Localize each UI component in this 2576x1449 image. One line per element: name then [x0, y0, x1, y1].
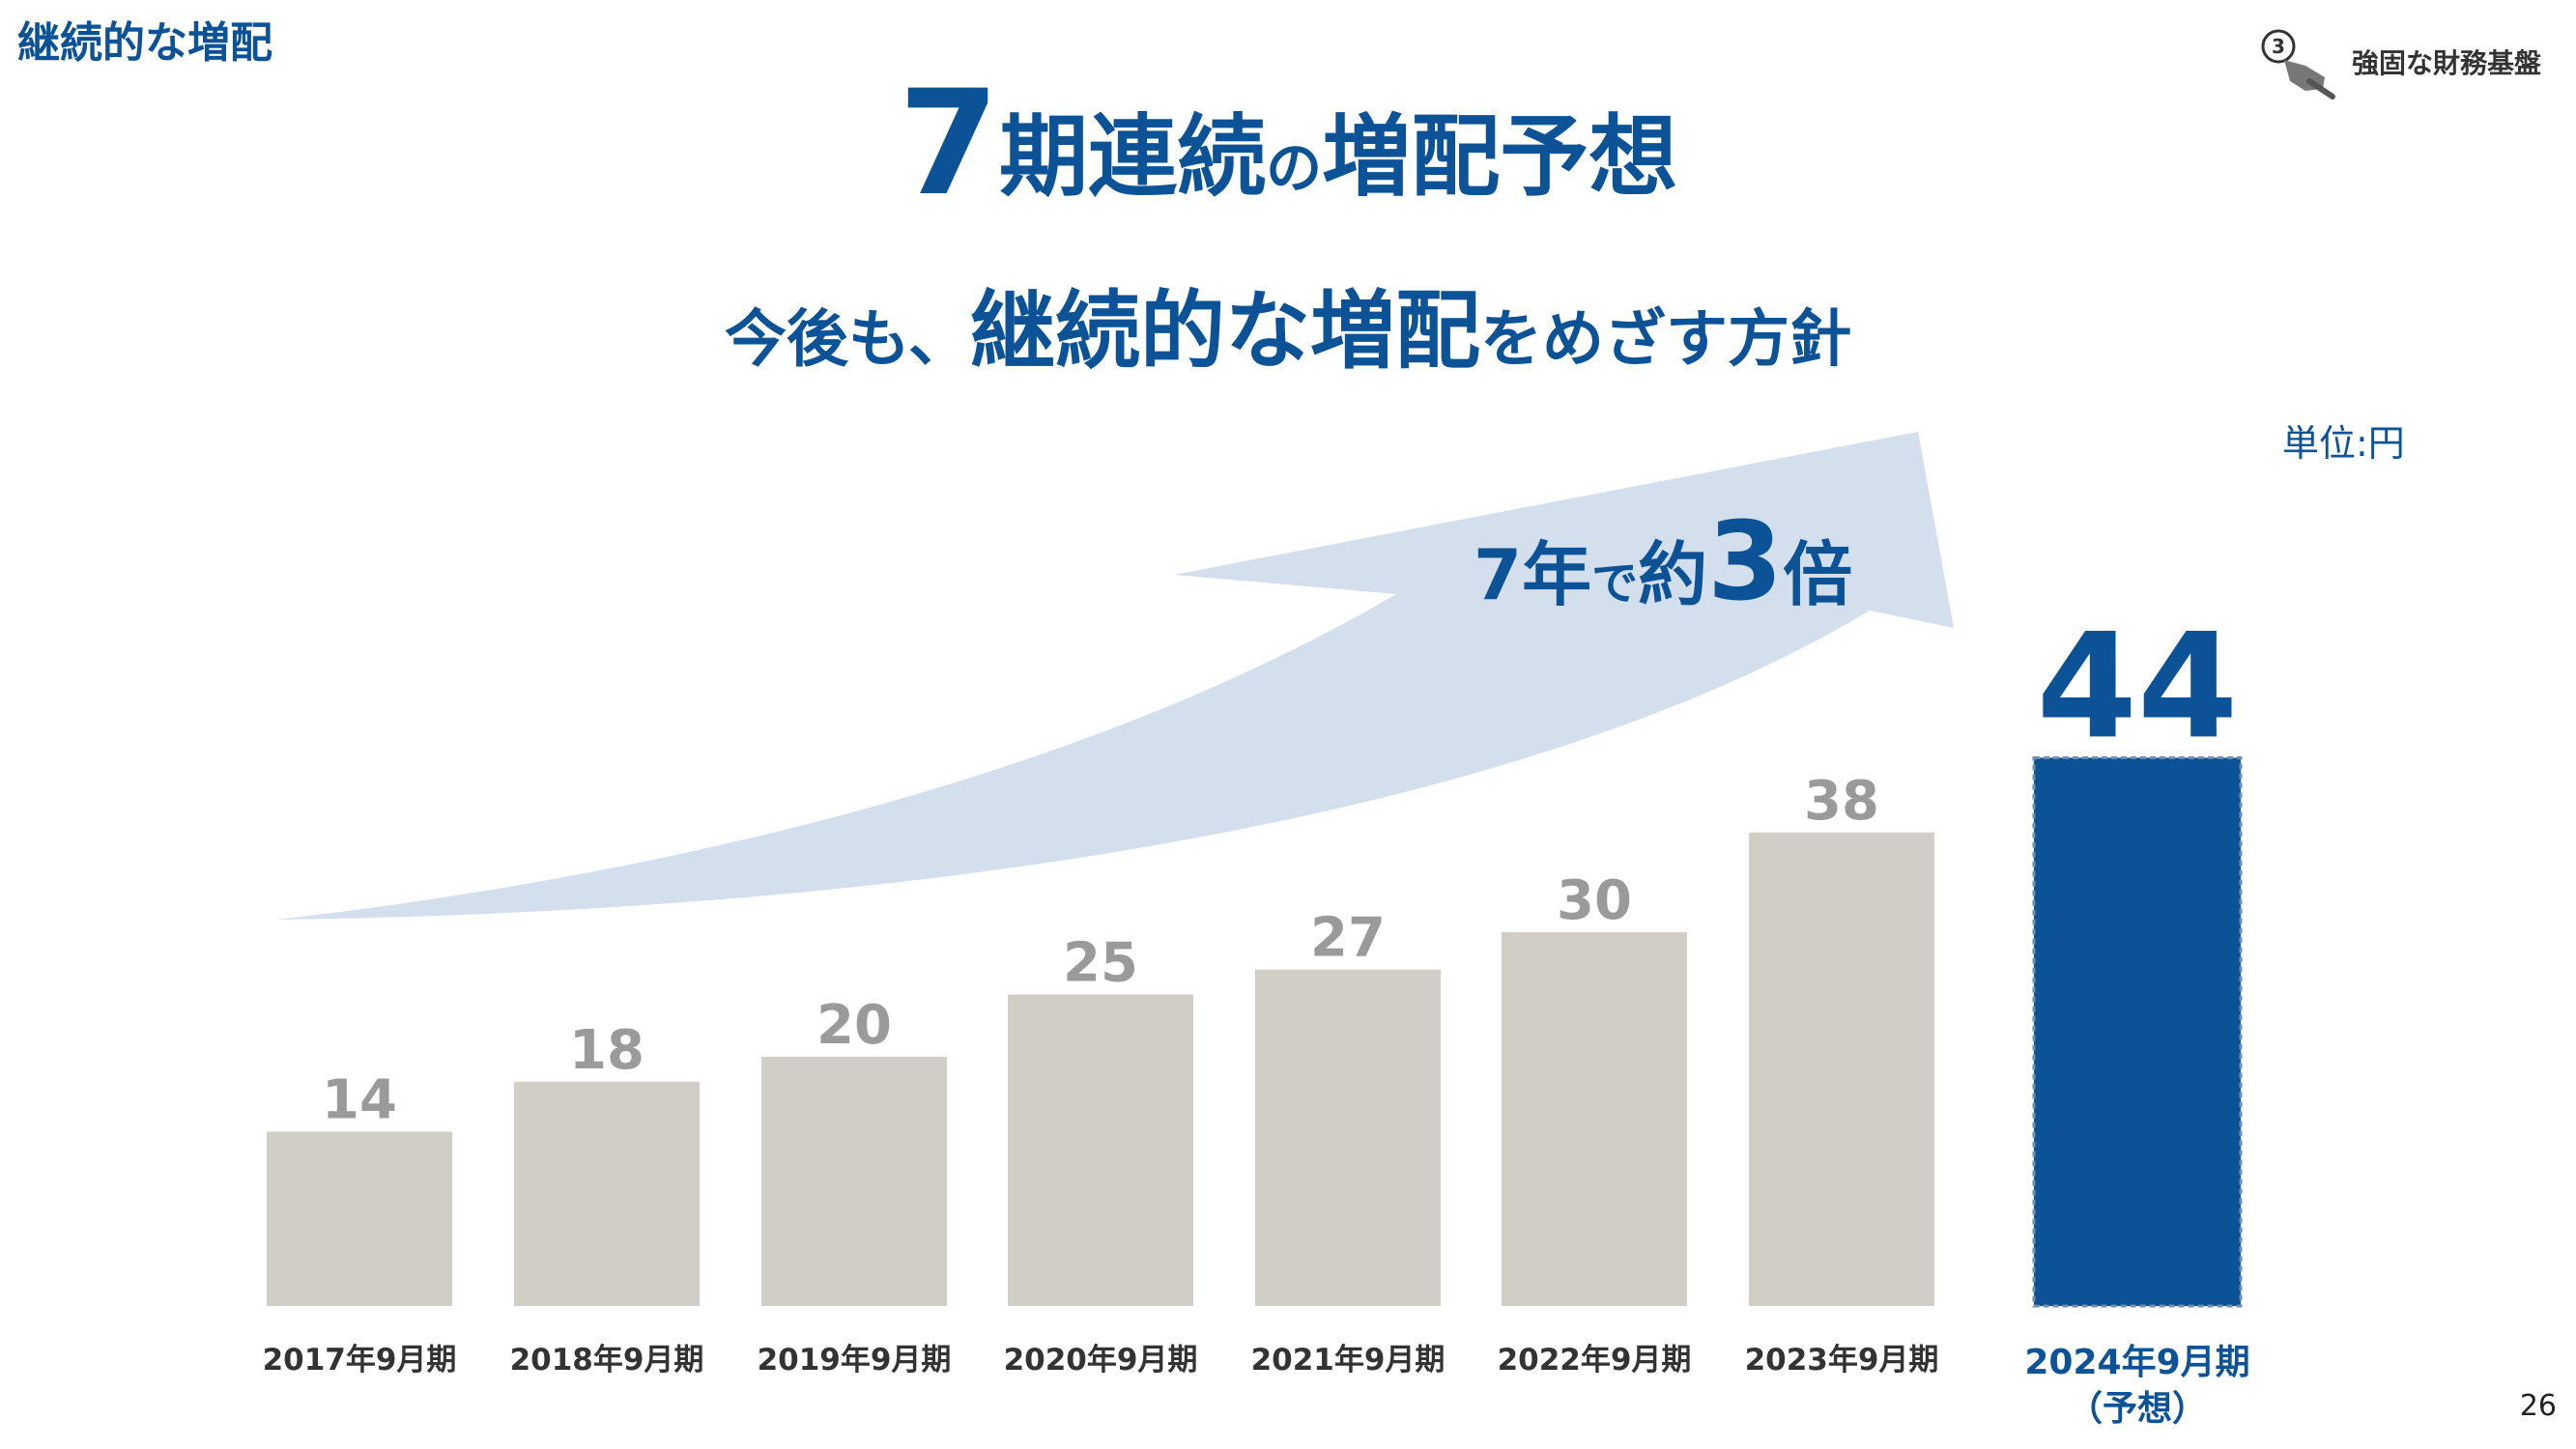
category-label: 2020年9月期 [1004, 1343, 1198, 1378]
category-sublabel: （予想） [2068, 1389, 2207, 1429]
arrow-text-particle: で [1591, 556, 1638, 611]
data-label: 14 [322, 1068, 397, 1131]
headline: 7期連続の増配予想 [0, 60, 2576, 228]
magnifier-hand-icon: 3 [2261, 29, 2335, 99]
bar [267, 1131, 452, 1306]
category-label: 2023年9月期 [1745, 1343, 1939, 1378]
badge-number: 3 [2272, 35, 2285, 58]
arrow-text-part1: 7年 [1474, 534, 1591, 615]
growth-arrow [275, 432, 1954, 920]
headline-number: 7 [898, 60, 1000, 228]
data-label: 44 [2037, 603, 2239, 771]
category-label: 2024年9月期 [2024, 1343, 2249, 1382]
subline-part1: 今後も、 [724, 304, 971, 376]
subheadline: 今後も、継続的な増配をめざす方針 [0, 263, 2576, 385]
subline-emphasis: 継続的な増配 [970, 281, 1481, 381]
badge-label: 強固な財務基盤 [2351, 47, 2541, 79]
bar [1008, 994, 1193, 1306]
bar-forecast [2032, 755, 2243, 1308]
bar [514, 1081, 700, 1306]
data-label: 27 [1310, 907, 1386, 970]
data-label: 30 [1557, 869, 1632, 932]
category-label: 2022年9月期 [1498, 1343, 1692, 1378]
subline-part2: をめざす方針 [1480, 304, 1852, 376]
category-badge: 3 強固な財務基盤 [2255, 23, 2541, 100]
headline-part1: 期連続 [999, 105, 1267, 209]
category-label: 2019年9月期 [758, 1343, 952, 1378]
bar [761, 1057, 947, 1306]
headline-part2: 増配予想 [1322, 105, 1678, 209]
headline-particle: の [1266, 135, 1323, 201]
data-label: 20 [816, 994, 892, 1057]
data-label: 38 [1804, 770, 1879, 833]
bar [1255, 969, 1441, 1306]
category-label: 2017年9月期 [263, 1343, 457, 1378]
section-title: 継続的な増配 [17, 18, 272, 68]
arrow-text-emphasis: 3 [1707, 499, 1783, 625]
arrow-text-part2: 約 [1638, 534, 1707, 615]
arrow-text-part3: 倍 [1783, 534, 1852, 615]
unit-label: 単位:円 [2282, 422, 2405, 465]
arrow-callout: 7年で約3倍 [1474, 499, 1852, 625]
bar [1749, 832, 1934, 1306]
category-label: 2018年9月期 [510, 1343, 704, 1378]
data-label: 18 [569, 1019, 644, 1082]
page-number: 26 [2519, 1389, 2557, 1423]
data-label: 25 [1063, 932, 1138, 995]
bar [1502, 932, 1687, 1306]
category-label: 2021年9月期 [1251, 1343, 1445, 1378]
